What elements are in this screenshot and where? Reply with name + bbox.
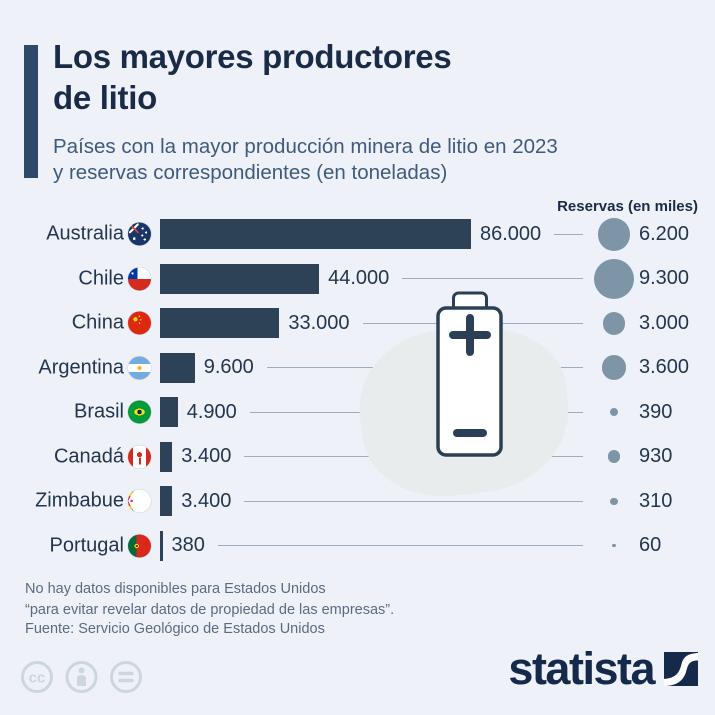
footer-note: No hay datos disponibles para Estados Un… (25, 579, 394, 620)
production-bar (160, 352, 195, 383)
reserve-circle-slot (591, 497, 637, 505)
production-value-label: 380 (171, 534, 205, 557)
country-label: Portugal (49, 534, 125, 557)
country-flag-icon (128, 445, 151, 469)
chart-row: Chile 44.000 9.300 (0, 257, 715, 302)
production-value-label: 9.600 (203, 356, 254, 379)
production-bar (160, 530, 163, 561)
production-value-label: 3.400 (181, 489, 232, 512)
reserve-value-label: 3.000 (639, 311, 690, 334)
footer-note-line-2: “para evitar revelar datos de propiedad … (25, 601, 395, 618)
country-flag-icon (128, 534, 151, 558)
statista-logo: statista (508, 646, 698, 691)
country-flag-icon (128, 400, 151, 424)
reserve-circle (601, 355, 627, 381)
statista-logo-text: statista (508, 643, 655, 694)
page-title: Los mayores productores de litio (53, 36, 452, 118)
license-icons: cc (21, 661, 142, 693)
country-label: Argentina (38, 356, 124, 379)
subtitle-line-2: y reservas correspondientes (en tonelada… (53, 161, 448, 184)
reserve-circle-slot (591, 311, 637, 335)
country-label: Chile (78, 267, 124, 290)
reserve-circle (597, 217, 631, 251)
reserve-circle-slot (591, 258, 637, 299)
production-bar (160, 397, 178, 428)
statista-logo-icon (664, 651, 698, 686)
production-value-label: 4.900 (186, 400, 237, 423)
production-bar (160, 441, 173, 472)
country-label: Canadá (53, 445, 124, 468)
production-value-label: 33.000 (288, 311, 350, 334)
reserve-circle (609, 408, 619, 417)
reserve-circle-slot (591, 450, 637, 464)
production-value-label: 3.400 (181, 445, 232, 468)
title-accent-bar (24, 45, 38, 178)
country-label: Australia (46, 222, 124, 245)
reserve-circle (607, 450, 621, 464)
title-line-2: de litio (53, 79, 157, 116)
reserve-value-label: 3.600 (639, 356, 690, 379)
subtitle-line-1: Países con la mayor producción minera de… (53, 135, 558, 158)
reserve-value-label: 9.300 (639, 267, 690, 290)
country-label: Brasil (73, 400, 124, 423)
chart-row: Australia 86.000 6.200 (0, 212, 715, 257)
svg-text:cc: cc (29, 670, 46, 687)
chart-row: Canadá 3.400 930 (0, 435, 715, 480)
battery-icon (436, 291, 503, 457)
chart-rows: Australia 86.000 6.200 Chile 44.000 9.30… (0, 212, 715, 568)
country-flag-icon (128, 311, 151, 335)
chart-row: Brasil 4.900 390 (0, 390, 715, 435)
title-line-1: Los mayores productores (53, 38, 452, 75)
reserve-value-label: 6.200 (639, 222, 690, 245)
reserve-value-label: 310 (639, 489, 673, 512)
connector-line (402, 278, 583, 280)
chart-row: Argentina 9.600 3.600 (0, 346, 715, 391)
chart-row: China 33.000 3.000 (0, 301, 715, 346)
production-value-label: 44.000 (328, 267, 390, 290)
production-bar (160, 308, 280, 339)
reserve-circle (602, 311, 626, 335)
reserve-value-label: 390 (639, 400, 673, 423)
reserve-value-label: 930 (639, 445, 673, 468)
reserve-circle-slot (591, 217, 637, 251)
production-bar (160, 486, 173, 517)
page-subtitle: Países con la mayor producción minera de… (53, 134, 558, 186)
country-label: Zimbabue (35, 489, 124, 512)
production-value-label: 86.000 (480, 222, 542, 245)
reserve-circle (610, 497, 618, 505)
chart-row: Portugal 380 60 (0, 524, 715, 569)
equals-icon (110, 661, 142, 693)
reserves-column-header: Reservas (en miles) (557, 198, 698, 215)
chart-row: Zimbabue 3.400 310 (0, 479, 715, 524)
country-label: China (71, 311, 124, 334)
country-flag-icon (128, 356, 151, 380)
country-flag-icon (128, 489, 151, 513)
reserve-circle (612, 544, 616, 548)
connector-line (217, 545, 583, 547)
reserve-circle (594, 258, 634, 299)
reserve-value-label: 60 (639, 534, 662, 557)
reserve-circle-slot (591, 408, 637, 417)
reserve-circle-slot (591, 544, 637, 548)
attribution-person-icon (65, 661, 98, 693)
footer-note-line-1: No hay datos disponibles para Estados Un… (25, 581, 326, 597)
cc-icon: cc (21, 661, 53, 693)
connector-line (244, 500, 583, 502)
country-flag-icon (128, 267, 151, 291)
connector-line (554, 233, 583, 235)
production-bar (160, 263, 320, 294)
reserve-circle-slot (591, 355, 637, 381)
country-flag-icon (128, 222, 151, 246)
footer-source: Fuente: Servicio Geológico de Estados Un… (25, 621, 325, 637)
production-bar (160, 219, 471, 250)
